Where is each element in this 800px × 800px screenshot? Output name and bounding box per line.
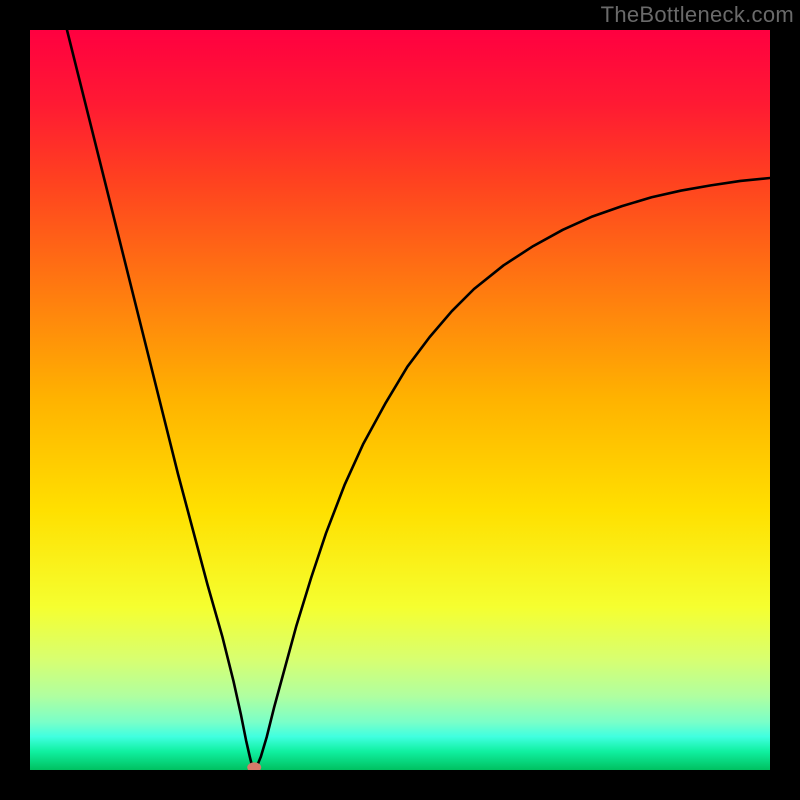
- plot-area: [30, 30, 770, 770]
- plot-svg: [30, 30, 770, 770]
- attribution-watermark: TheBottleneck.com: [601, 2, 794, 28]
- chart-root: TheBottleneck.com: [0, 0, 800, 800]
- gradient-background: [30, 30, 770, 770]
